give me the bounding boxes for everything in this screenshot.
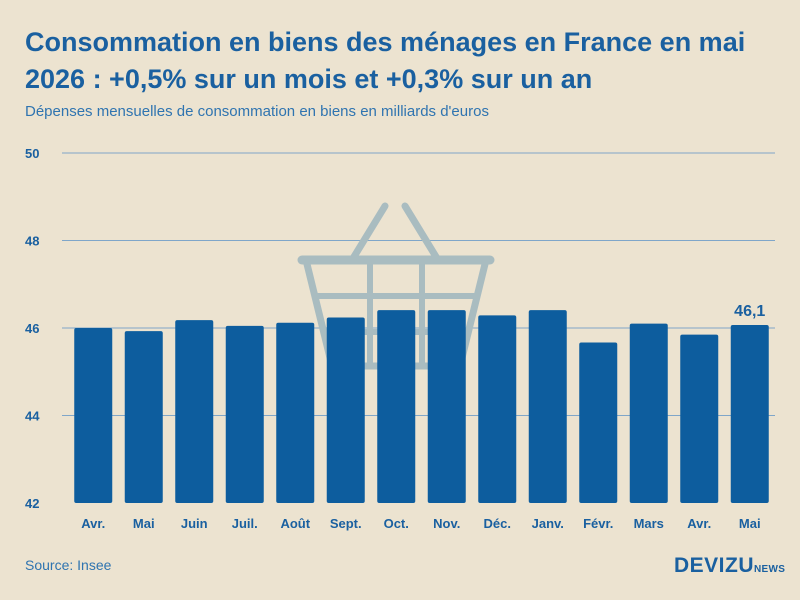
bar	[326, 317, 365, 503]
bar	[124, 331, 163, 503]
bar	[629, 323, 668, 503]
x-tick-label: Nov.	[433, 516, 460, 531]
bar	[276, 322, 315, 503]
chart-title: Consommation en biens des ménages en Fra…	[25, 27, 746, 94]
bar	[74, 328, 113, 503]
basket-handle-left	[348, 202, 389, 264]
x-tick-label: Avr.	[81, 516, 105, 531]
brand-logo: DEVIZUNEWS	[674, 554, 785, 578]
bar	[175, 320, 214, 503]
x-tick-label: Janv.	[532, 516, 564, 531]
bar	[377, 310, 416, 503]
x-tick-label: Mai	[739, 516, 761, 531]
x-tick-label: Juil.	[232, 516, 258, 531]
bars	[74, 310, 769, 503]
y-tick-label: 48	[25, 234, 39, 249]
data-label: 46,1	[734, 303, 765, 320]
bar	[225, 325, 264, 503]
y-tick-label: 50	[25, 146, 39, 161]
x-tick-label: Juin	[181, 516, 208, 531]
bar	[528, 310, 567, 503]
bar	[478, 315, 517, 503]
bar	[730, 324, 769, 503]
data-labels: 46,1	[734, 303, 765, 320]
bar	[680, 334, 719, 503]
x-tick-label: Févr.	[583, 516, 613, 531]
y-axis-ticks: 42 44 46 48 50	[25, 146, 40, 511]
logo-wordmark: DEVIZU	[674, 554, 755, 577]
x-tick-label: Mars	[634, 516, 664, 531]
logo-suffix: NEWS	[754, 564, 786, 575]
x-tick-label: Déc.	[484, 516, 511, 531]
y-tick-label: 46	[25, 321, 39, 336]
x-axis-labels: Avr. Mai Juin Juil. Août Sept. Oct. Nov. Déc. Jan…	[81, 516, 760, 531]
grid-lines	[62, 152, 775, 416]
x-tick-label: Sept.	[330, 516, 362, 531]
bar	[427, 310, 466, 503]
basket-handle-right	[401, 202, 442, 264]
x-tick-label: Oct.	[384, 516, 409, 531]
x-tick-label: Avr.	[687, 516, 711, 531]
x-tick-label: Mai	[133, 516, 155, 531]
x-tick-label: Août	[280, 516, 310, 531]
y-tick-label: 44	[25, 409, 40, 424]
chart-subtitle: Dépenses mensuelles de consommation en b…	[25, 103, 489, 120]
source-note: Source: Insee	[25, 557, 112, 573]
y-tick-label: 42	[25, 496, 39, 511]
bar	[579, 342, 618, 503]
